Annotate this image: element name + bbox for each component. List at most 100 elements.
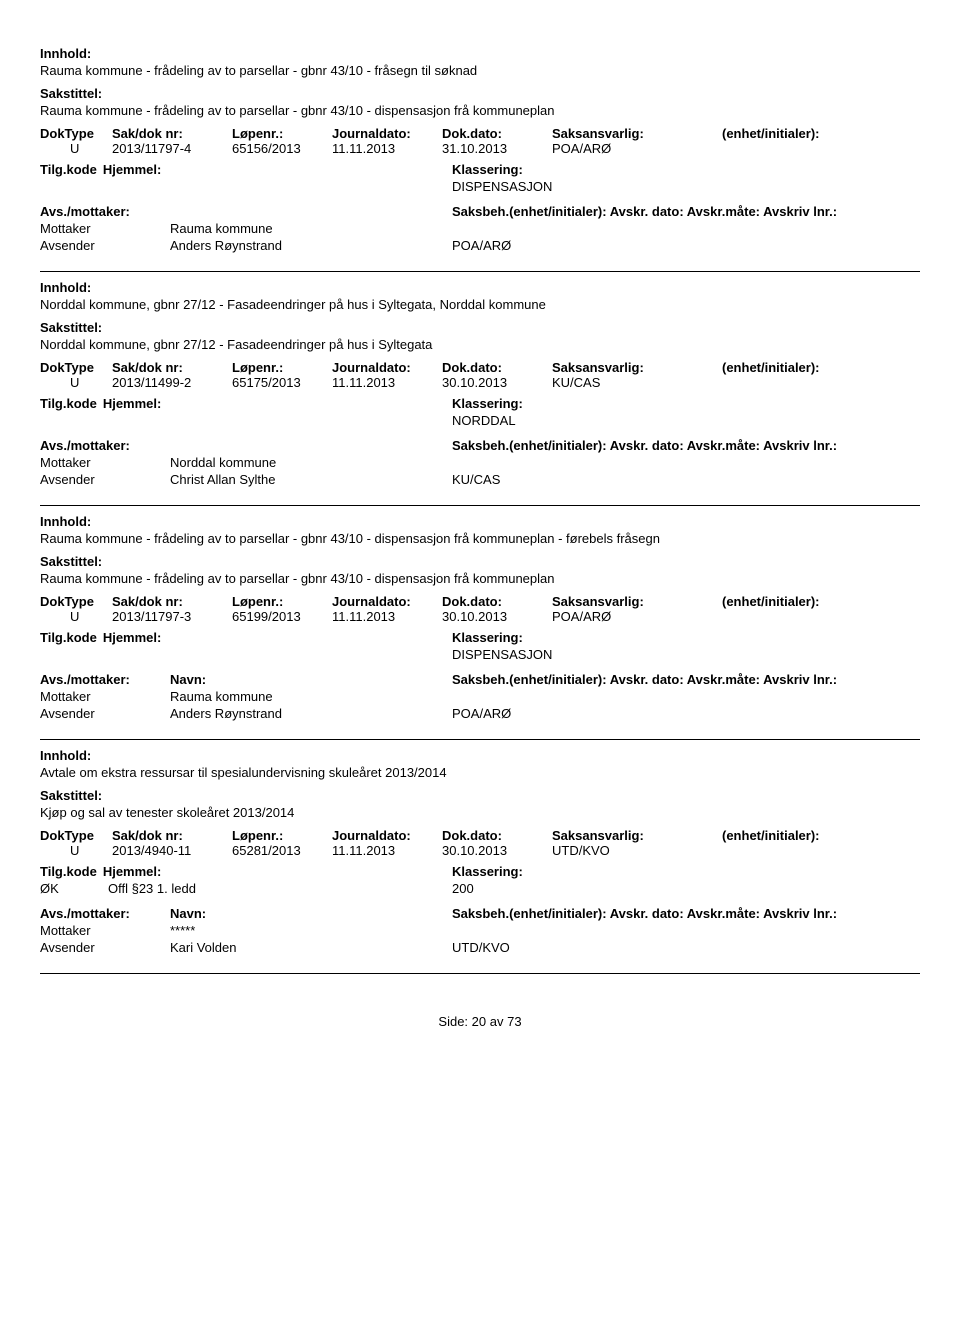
- party-role: Mottaker: [40, 689, 170, 704]
- value-enhet: [722, 843, 920, 858]
- column-values: U 2013/11499-2 65175/2013 11.11.2013 30.…: [40, 375, 920, 390]
- avsmottaker-label: Avs./mottaker:: [40, 438, 170, 453]
- journal-record: Innhold: Avtale om ekstra ressursar til s…: [40, 748, 920, 974]
- party-row: Avsender Anders Røynstrand POA/ARØ: [40, 706, 920, 721]
- value-saksansvarlig: POA/ARØ: [552, 609, 722, 624]
- tilg-klass-values: DISPENSASJON: [40, 647, 920, 662]
- header-enhet: (enhet/initialer):: [722, 594, 920, 609]
- hjemmel-value: Offl §23 1. ledd: [108, 881, 196, 896]
- innhold-label: Innhold:: [40, 748, 920, 763]
- party-handler: POA/ARØ: [452, 238, 920, 253]
- header-enhet: (enhet/initialer):: [722, 126, 920, 141]
- value-enhet: [722, 375, 920, 390]
- header-enhet: (enhet/initialer):: [722, 828, 920, 843]
- innhold-text: Avtale om ekstra ressursar til spesialun…: [40, 765, 920, 780]
- tilg-klass-values: ØK Offl §23 1. ledd 200: [40, 881, 920, 896]
- column-values: U 2013/11797-4 65156/2013 11.11.2013 31.…: [40, 141, 920, 156]
- sakstittel-label: Sakstittel:: [40, 86, 920, 101]
- party-row: Avsender Anders Røynstrand POA/ARØ: [40, 238, 920, 253]
- header-lopenr: Løpenr.:: [232, 594, 332, 609]
- avsmottaker-label: Avs./mottaker:: [40, 672, 170, 687]
- value-enhet: [722, 141, 920, 156]
- party-handler: [452, 221, 920, 236]
- sakstittel-label: Sakstittel:: [40, 320, 920, 335]
- tilgkode-value: [40, 179, 102, 194]
- party-handler: POA/ARØ: [452, 706, 920, 721]
- hjemmel-label: Hjemmel:: [103, 630, 162, 645]
- tilg-klass-values: NORDDAL: [40, 413, 920, 428]
- header-dokdato: Dok.dato:: [442, 594, 552, 609]
- header-saksansvarlig: Saksansvarlig:: [552, 126, 722, 141]
- record-separator: [40, 739, 920, 740]
- value-sakdok: 2013/11499-2: [112, 375, 232, 390]
- header-enhet: (enhet/initialer):: [722, 360, 920, 375]
- party-role: Mottaker: [40, 455, 170, 470]
- value-lopenr: 65281/2013: [232, 843, 332, 858]
- party-name: Rauma kommune: [170, 689, 452, 704]
- innhold-label: Innhold:: [40, 514, 920, 529]
- sakstittel-text: Rauma kommune - frådeling av to parsella…: [40, 571, 920, 586]
- value-lopenr: 65156/2013: [232, 141, 332, 156]
- tilgkode-label: Tilg.kode: [40, 630, 97, 645]
- party-name: Anders Røynstrand: [170, 706, 452, 721]
- footer-side-label: Side:: [438, 1014, 468, 1029]
- party-name: Christ Allan Sylthe: [170, 472, 452, 487]
- party-handler: [452, 455, 920, 470]
- value-lopenr: 65199/2013: [232, 609, 332, 624]
- header-journaldato: Journaldato:: [332, 594, 442, 609]
- value-dokdato: 30.10.2013: [442, 609, 552, 624]
- tilgkode-label: Tilg.kode: [40, 864, 97, 879]
- column-headers: DokType Sak/dok nr: Løpenr.: Journaldato…: [40, 360, 920, 375]
- footer-av: av: [490, 1014, 504, 1029]
- value-enhet: [722, 609, 920, 624]
- value-doktype: U: [40, 141, 112, 156]
- tilg-klass-header: Tilg.kode Hjemmel: Klassering:: [40, 162, 920, 177]
- value-journaldato: 11.11.2013: [332, 375, 442, 390]
- header-dokdato: Dok.dato:: [442, 360, 552, 375]
- sakstittel-text: Rauma kommune - frådeling av to parsella…: [40, 103, 920, 118]
- hjemmel-label: Hjemmel:: [103, 396, 162, 411]
- party-handler: KU/CAS: [452, 472, 920, 487]
- hjemmel-label: Hjemmel:: [103, 162, 162, 177]
- navn-label: Navn:: [170, 906, 452, 921]
- klassering-value: DISPENSASJON: [452, 179, 920, 194]
- klassering-value: DISPENSASJON: [452, 647, 920, 662]
- value-journaldato: 11.11.2013: [332, 609, 442, 624]
- journal-record: Innhold:Norddal kommune, gbnr 27/12 - Fa…: [40, 280, 920, 506]
- tilg-klass-values: DISPENSASJON: [40, 179, 920, 194]
- header-saksansvarlig: Saksansvarlig:: [552, 594, 722, 609]
- header-dokdato: Dok.dato:: [442, 828, 552, 843]
- value-doktype: U: [40, 609, 112, 624]
- saksbeh-label: Saksbeh.(enhet/initialer): Avskr. dato: …: [452, 906, 920, 921]
- value-sakdok: 2013/4940-11: [112, 843, 232, 858]
- tilg-klass-header: Tilg.kode Hjemmel: Klassering:: [40, 396, 920, 411]
- party-role: Mottaker: [40, 221, 170, 236]
- avsmottaker-label: Avs./mottaker:: [40, 204, 170, 219]
- tilgkode-label: Tilg.kode: [40, 162, 97, 177]
- header-sakdok: Sak/dok nr:: [112, 126, 232, 141]
- navn-label: [170, 438, 452, 453]
- header-doktype: DokType: [40, 360, 112, 375]
- column-headers: DokType Sak/dok nr: Løpenr.: Journaldato…: [40, 126, 920, 141]
- innhold-text: Rauma kommune - frådeling av to parsella…: [40, 63, 920, 78]
- tilgkode-label: Tilg.kode: [40, 396, 97, 411]
- innhold-text: Rauma kommune - frådeling av to parsella…: [40, 531, 920, 546]
- party-name: Anders Røynstrand: [170, 238, 452, 253]
- klassering-label: Klassering:: [452, 396, 523, 411]
- footer-total: 73: [507, 1014, 521, 1029]
- tilgkode-value: [40, 413, 102, 428]
- record-separator: [40, 505, 920, 506]
- value-dokdato: 30.10.2013: [442, 375, 552, 390]
- hjemmel-label: Hjemmel:: [103, 864, 162, 879]
- party-role: Mottaker: [40, 923, 170, 938]
- header-journaldato: Journaldato:: [332, 360, 442, 375]
- header-sakdok: Sak/dok nr:: [112, 594, 232, 609]
- party-row: Avsender Kari Volden UTD/KVO: [40, 940, 920, 955]
- klassering-label: Klassering:: [452, 864, 523, 879]
- column-values: U 2013/4940-11 65281/2013 11.11.2013 30.…: [40, 843, 920, 858]
- header-dokdato: Dok.dato:: [442, 126, 552, 141]
- navn-label: [170, 204, 452, 219]
- party-name: Kari Volden: [170, 940, 452, 955]
- party-row: Mottaker *****: [40, 923, 920, 938]
- journal-record: Innhold: Rauma kommune - frådeling av to …: [40, 514, 920, 740]
